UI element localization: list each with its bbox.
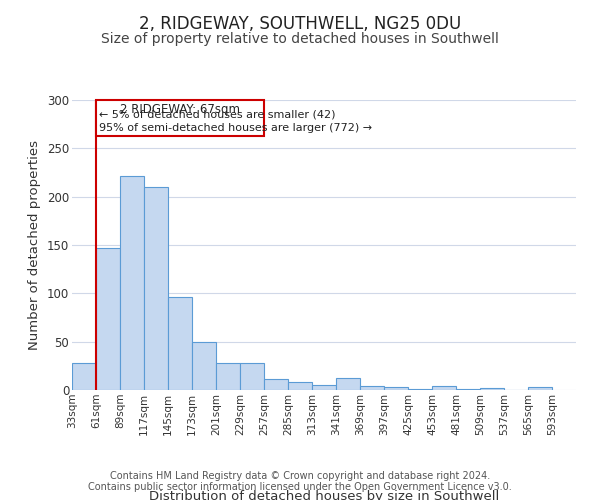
Bar: [312, 385, 336, 390]
Text: ← 5% of detached houses are smaller (42): ← 5% of detached houses are smaller (42): [98, 110, 335, 120]
Bar: [120, 176, 144, 390]
Text: Contains public sector information licensed under the Open Government Licence v3: Contains public sector information licen…: [88, 482, 512, 492]
Bar: [480, 388, 504, 390]
Bar: [192, 342, 216, 390]
Bar: [288, 382, 312, 390]
Bar: [456, 389, 480, 390]
Bar: [168, 297, 192, 390]
Bar: [96, 100, 264, 136]
Bar: [72, 363, 96, 390]
Y-axis label: Number of detached properties: Number of detached properties: [28, 140, 41, 350]
Bar: [528, 387, 552, 390]
Text: Contains HM Land Registry data © Crown copyright and database right 2024.: Contains HM Land Registry data © Crown c…: [110, 471, 490, 481]
Text: Size of property relative to detached houses in Southwell: Size of property relative to detached ho…: [101, 32, 499, 46]
Text: 95% of semi-detached houses are larger (772) →: 95% of semi-detached houses are larger (…: [98, 123, 371, 133]
Bar: [240, 363, 264, 390]
Bar: [96, 248, 120, 390]
Bar: [360, 386, 384, 390]
Bar: [216, 363, 240, 390]
Bar: [264, 380, 288, 390]
Bar: [144, 187, 168, 390]
X-axis label: Distribution of detached houses by size in Southwell: Distribution of detached houses by size …: [149, 490, 499, 500]
Text: 2, RIDGEWAY, SOUTHWELL, NG25 0DU: 2, RIDGEWAY, SOUTHWELL, NG25 0DU: [139, 15, 461, 33]
Text: 2 RIDGEWAY: 67sqm: 2 RIDGEWAY: 67sqm: [120, 103, 240, 116]
Bar: [408, 389, 432, 390]
Bar: [384, 387, 408, 390]
Bar: [432, 386, 456, 390]
Bar: [336, 378, 360, 390]
